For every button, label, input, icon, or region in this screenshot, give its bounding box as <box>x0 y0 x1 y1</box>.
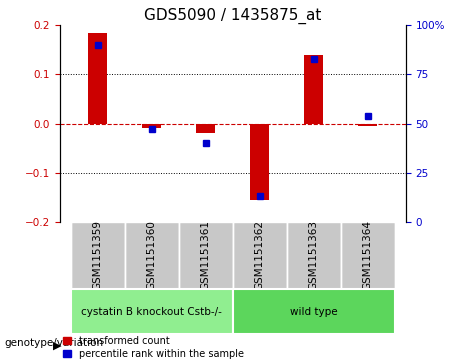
FancyBboxPatch shape <box>125 222 179 289</box>
Text: GSM1151362: GSM1151362 <box>255 220 265 290</box>
Text: cystatin B knockout Cstb-/-: cystatin B knockout Cstb-/- <box>81 306 222 317</box>
Text: GSM1151361: GSM1151361 <box>201 220 211 290</box>
Bar <box>358 123 377 126</box>
Bar <box>250 123 269 200</box>
Text: GSM1151359: GSM1151359 <box>93 220 103 290</box>
Bar <box>89 33 107 123</box>
Text: ▶: ▶ <box>53 340 61 350</box>
FancyBboxPatch shape <box>179 222 233 289</box>
FancyBboxPatch shape <box>233 289 395 334</box>
Bar <box>196 123 215 133</box>
FancyBboxPatch shape <box>287 222 341 289</box>
Legend: transformed count, percentile rank within the sample: transformed count, percentile rank withi… <box>60 333 247 362</box>
FancyBboxPatch shape <box>341 222 395 289</box>
Text: GSM1151364: GSM1151364 <box>363 220 373 290</box>
FancyBboxPatch shape <box>71 289 233 334</box>
Text: genotype/variation: genotype/variation <box>5 338 104 348</box>
Bar <box>142 123 161 129</box>
FancyBboxPatch shape <box>71 222 125 289</box>
Text: wild type: wild type <box>290 306 337 317</box>
Text: GSM1151360: GSM1151360 <box>147 220 157 290</box>
Bar <box>304 55 323 123</box>
Text: GSM1151363: GSM1151363 <box>309 220 319 290</box>
FancyBboxPatch shape <box>233 222 287 289</box>
Title: GDS5090 / 1435875_at: GDS5090 / 1435875_at <box>144 8 321 24</box>
